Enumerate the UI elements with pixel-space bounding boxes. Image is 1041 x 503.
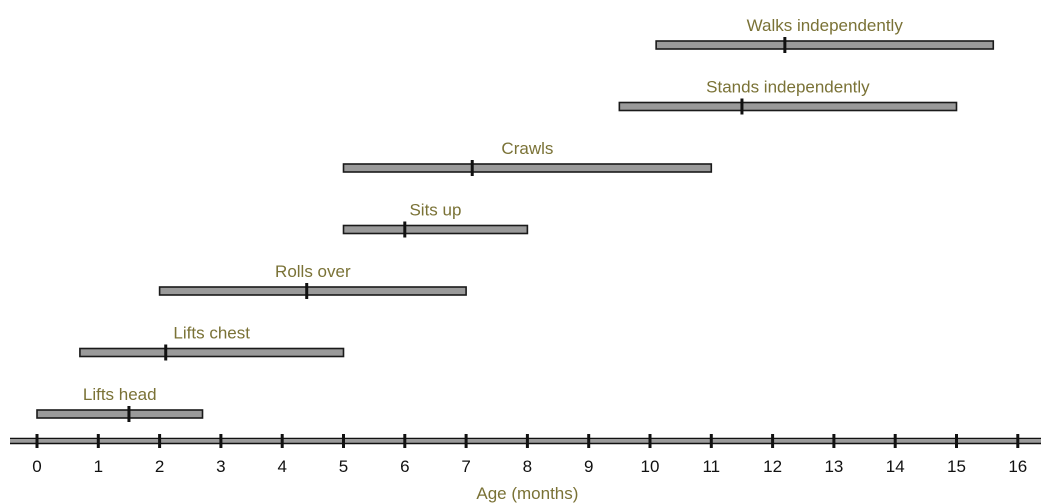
milestone-label: Sits up	[409, 201, 461, 220]
tick-label: 10	[641, 457, 660, 476]
tick-label: 5	[339, 457, 348, 476]
x-axis-title: Age (months)	[476, 484, 578, 503]
milestone-label: Walks independently	[747, 16, 904, 35]
x-axis: 0 1 2 3 4 5 6 7 8 9 10 11 12 13 14 15 16	[10, 434, 1041, 476]
milestone-bars: Walks independently Stands independently C…	[36, 16, 995, 422]
tick-label: 12	[763, 457, 782, 476]
tick-label: 13	[824, 457, 843, 476]
tick-label: 6	[400, 457, 409, 476]
tick-label: 9	[584, 457, 593, 476]
milestone-label: Rolls over	[275, 262, 351, 281]
milestone-label: Lifts head	[83, 385, 157, 404]
range-bar	[618, 101, 958, 112]
milestone-label: Stands independently	[706, 78, 870, 97]
milestone-row: Rolls over	[158, 262, 467, 299]
range-bar	[36, 409, 204, 419]
milestone-label: Crawls	[501, 139, 553, 158]
tick-label: 14	[886, 457, 905, 476]
milestone-row: Walks independently	[655, 16, 995, 53]
tick-label: 16	[1008, 457, 1027, 476]
tick-label: 7	[461, 457, 470, 476]
range-bar	[342, 163, 713, 173]
tick-label: 3	[216, 457, 225, 476]
axis-fill	[10, 439, 1041, 443]
milestone-row: Crawls	[342, 139, 713, 176]
milestone-row: Stands independently	[618, 78, 958, 115]
range-bar	[158, 286, 467, 296]
milestone-row: Lifts head	[36, 385, 204, 422]
tick-label: 8	[523, 457, 532, 476]
milestone-row: Sits up	[342, 201, 529, 238]
tick-label: 0	[32, 457, 41, 476]
range-bar	[655, 40, 995, 50]
tick-label: 11	[702, 457, 720, 476]
milestone-label: Lifts chest	[173, 324, 250, 343]
range-bar	[342, 224, 529, 235]
milestone-row: Lifts chest	[79, 324, 345, 361]
range-bar	[79, 347, 345, 358]
tick-label: 1	[94, 457, 103, 476]
tick-label: 2	[155, 457, 164, 476]
tick-label: 4	[277, 457, 286, 476]
tick-label: 15	[947, 457, 966, 476]
